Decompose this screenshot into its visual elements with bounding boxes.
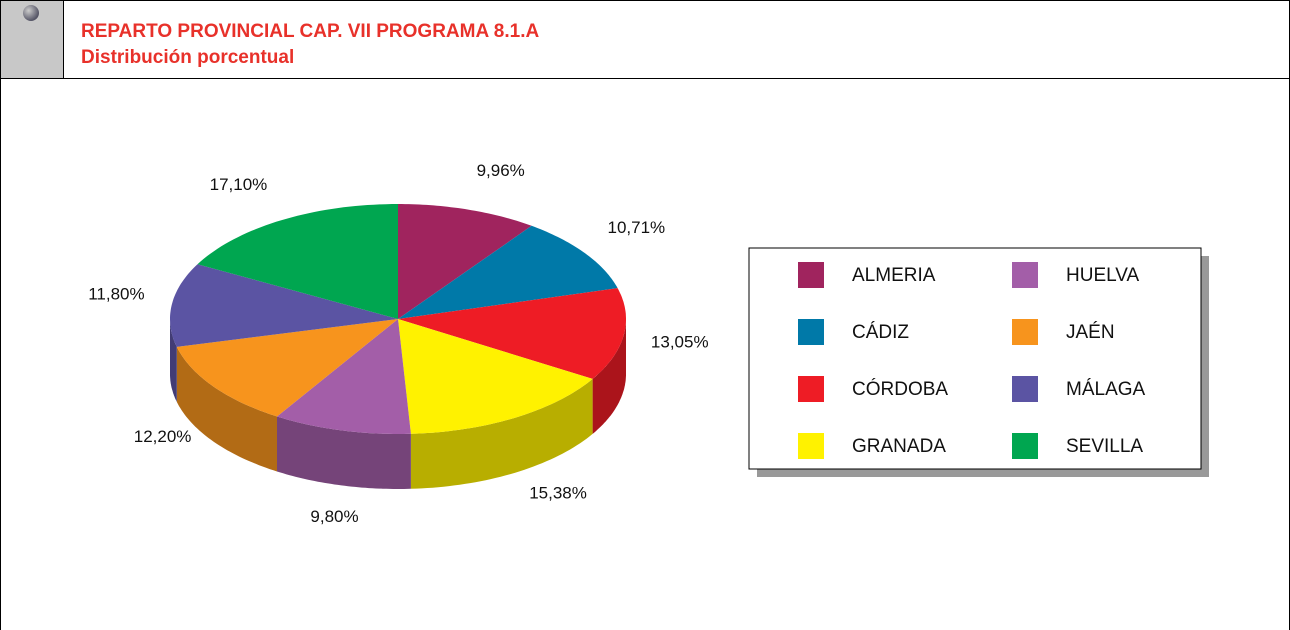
pie-slice [176, 319, 398, 417]
legend-label: MÁLAGA [1066, 379, 1146, 400]
legend-swatch [798, 319, 824, 345]
data-label: 10,71% [608, 218, 666, 237]
legend-swatch [1012, 376, 1038, 402]
data-label: 13,05% [651, 332, 709, 351]
data-label: 15,38% [529, 484, 587, 503]
pie-side [170, 319, 177, 402]
legend-label: SEVILLA [1066, 436, 1143, 457]
legend-swatch [798, 262, 824, 288]
legend-swatch [1012, 319, 1038, 345]
pie-slice [197, 204, 398, 319]
pie-slice [398, 204, 532, 319]
pie-side [176, 346, 277, 472]
title: REPARTO PROVINCIAL CAP. VII PROGRAMA 8.1… [81, 21, 540, 42]
legend-swatch [1012, 433, 1038, 459]
legend-swatch [1012, 262, 1038, 288]
data-label: 11,80% [88, 285, 144, 304]
pie-slice [398, 288, 626, 379]
data-label: 17,10% [210, 175, 268, 194]
legend-swatch [798, 433, 824, 459]
pie-side [277, 416, 411, 489]
icon [1, 1, 64, 79]
legend-label: ALMERIA [852, 265, 936, 286]
legend-label: CÓRDOBA [852, 378, 948, 400]
legend-swatch [798, 376, 824, 402]
legend-label: GRANADA [852, 436, 946, 457]
pie-side [592, 319, 626, 434]
legend-box [748, 247, 1202, 470]
data-label: 9,80% [310, 507, 358, 526]
pie-slice [170, 264, 398, 347]
header: REPARTO PROVINCIAL CAP. VII PROGRAMA 8.1… [64, 1, 1289, 79]
pie-slice [398, 319, 593, 434]
legend-label: CÁDIZ [852, 322, 909, 343]
legend-label: JAÉN [1066, 322, 1115, 343]
icon-ball [23, 5, 39, 21]
pie-side [410, 378, 593, 489]
data-label: 12,20% [134, 427, 192, 446]
pie-slice [277, 319, 411, 434]
subtitle: Distribución porcentual [81, 47, 295, 68]
data-label: 9,96% [477, 161, 525, 180]
legend-label: HUELVA [1066, 265, 1140, 286]
pie-slice [398, 225, 618, 319]
